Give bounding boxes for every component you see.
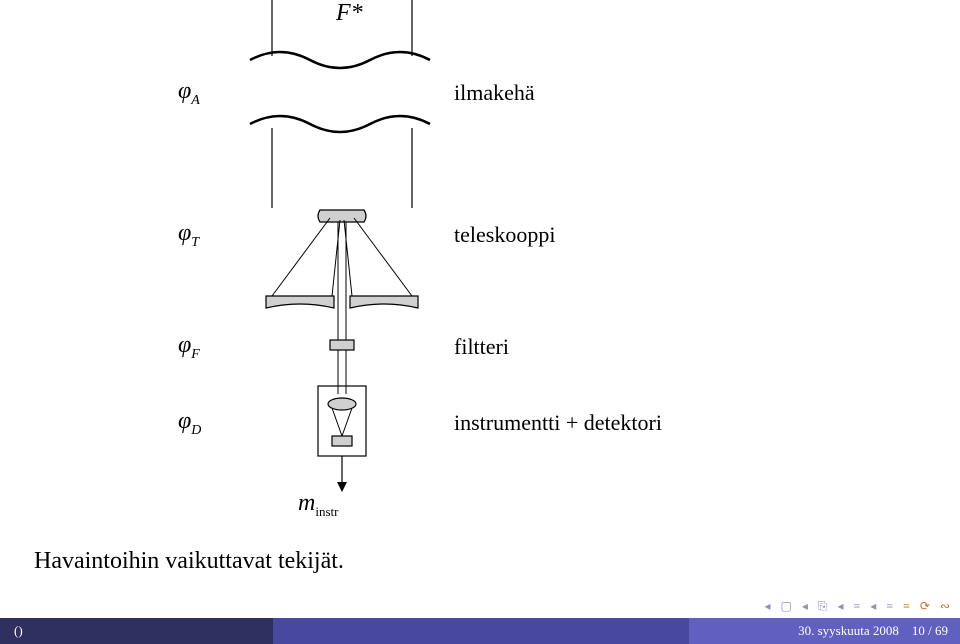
- nav-slide-icon[interactable]: ≡: [854, 599, 861, 614]
- nav-back-icon[interactable]: ⟳: [920, 599, 930, 614]
- phi-d: φD: [178, 408, 201, 439]
- nav-sub-icon[interactable]: ⎘: [818, 599, 828, 614]
- phi-f: φF: [178, 332, 200, 363]
- top-flux-symbol: F*: [336, 0, 363, 27]
- label-instrument: instrumentti + detektori: [454, 410, 662, 436]
- label-filter: filtteri: [454, 334, 509, 360]
- phi-t: φT: [178, 220, 199, 251]
- footer-page: 10 / 69: [912, 623, 948, 639]
- nav-prev-section-icon[interactable]: ◂: [764, 599, 770, 614]
- nav-prev-frame-icon[interactable]: ◂: [870, 599, 876, 614]
- figure-caption: Havaintoihin vaikuttavat tekijät.: [34, 548, 344, 575]
- m-instr: minstr: [298, 490, 338, 520]
- nav-appendix-icon[interactable]: ≡: [903, 599, 910, 614]
- footer-date: 30. syyskuuta 2008: [798, 623, 899, 639]
- slide-footer: () 30. syyskuuta 2008 10 / 69: [0, 618, 960, 644]
- footer-title: [273, 618, 688, 644]
- nav-prev-sub-icon[interactable]: ◂: [802, 599, 808, 614]
- nav-section-icon[interactable]: ▢: [780, 599, 791, 614]
- phi-a: φA: [178, 78, 200, 109]
- nav-frame-icon[interactable]: ≡: [886, 599, 893, 614]
- label-telescope: teleskooppi: [454, 222, 555, 248]
- slide: { "diagram": { "type": "infographic", "b…: [0, 0, 960, 644]
- nav-prev-slide-icon[interactable]: ◂: [837, 599, 843, 614]
- nav-search-icon[interactable]: ∾: [940, 599, 950, 614]
- footer-author: (): [14, 623, 23, 639]
- nav-toolbar: ◂ ▢ ◂ ⎘ ◂ ≡ ◂ ≡ ≡ ⟳ ∾: [764, 599, 950, 614]
- label-atmosphere: ilmakehä: [454, 80, 535, 106]
